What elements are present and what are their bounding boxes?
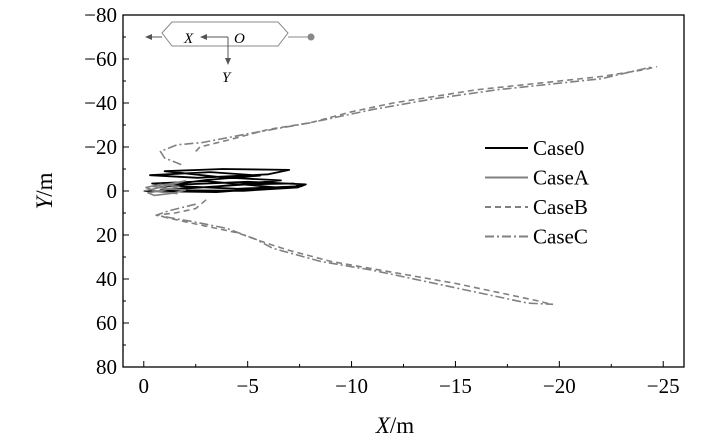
y-tick-label: −20 [84,135,117,159]
inset-origin-label: O [234,31,245,47]
legend-label-caseb: CaseB [533,195,588,219]
ship-hull-outline [161,21,289,47]
legend: Case0 CaseA CaseB CaseC [485,136,590,249]
y-tick-label: 20 [96,223,117,247]
series-line-casea [143,180,187,197]
y-axis-label-var: Y [32,195,57,210]
x-axis: 0 −5 −10 −15 −20 −25 [139,361,680,398]
y-tick-label: 80 [96,355,117,379]
y-axis-label: Y/m [32,172,57,209]
x-direction-arrowhead [145,34,152,40]
inset-y-label: Y [222,70,232,86]
legend-label-casec: CaseC [533,225,588,249]
y-axis-label-unit: /m [32,172,57,196]
x-axis-arrowhead [200,34,207,40]
inset-x-label: X [183,31,194,47]
series-layer [143,65,658,306]
y-axis: −80 −60 −40 −20 0 20 40 60 80 [84,3,129,379]
x-tick-label: −20 [543,374,576,398]
series-line-caseb [155,199,552,306]
series-line-casec [155,203,554,306]
y-tick-label: −40 [84,91,117,115]
x-tick-label: −15 [439,374,472,398]
y-axis-arrowhead [225,58,231,65]
y-tick-label: 60 [96,311,117,335]
y-tick-label: 40 [96,267,117,291]
legend-label-case0: Case0 [533,136,584,160]
x-tick-label: −10 [335,374,368,398]
x-tick-label: −5 [236,374,258,398]
x-axis-label-unit: /m [390,413,414,438]
x-tick-label: −25 [647,374,680,398]
series-line-case0 [143,168,307,193]
ship-stern-point [307,33,315,41]
y-tick-label: −60 [84,47,117,71]
series-line-casec [159,65,653,166]
x-tick-label: 0 [139,374,150,398]
y-tick-label: −80 [84,3,117,27]
x-axis-label: X/m [375,413,414,438]
y-tick-label: 0 [107,179,118,203]
ship-inset: X O Y [145,21,315,86]
x-axis-label-var: X [375,413,391,438]
series-line-caseb [195,65,658,152]
legend-label-casea: CaseA [533,166,590,190]
